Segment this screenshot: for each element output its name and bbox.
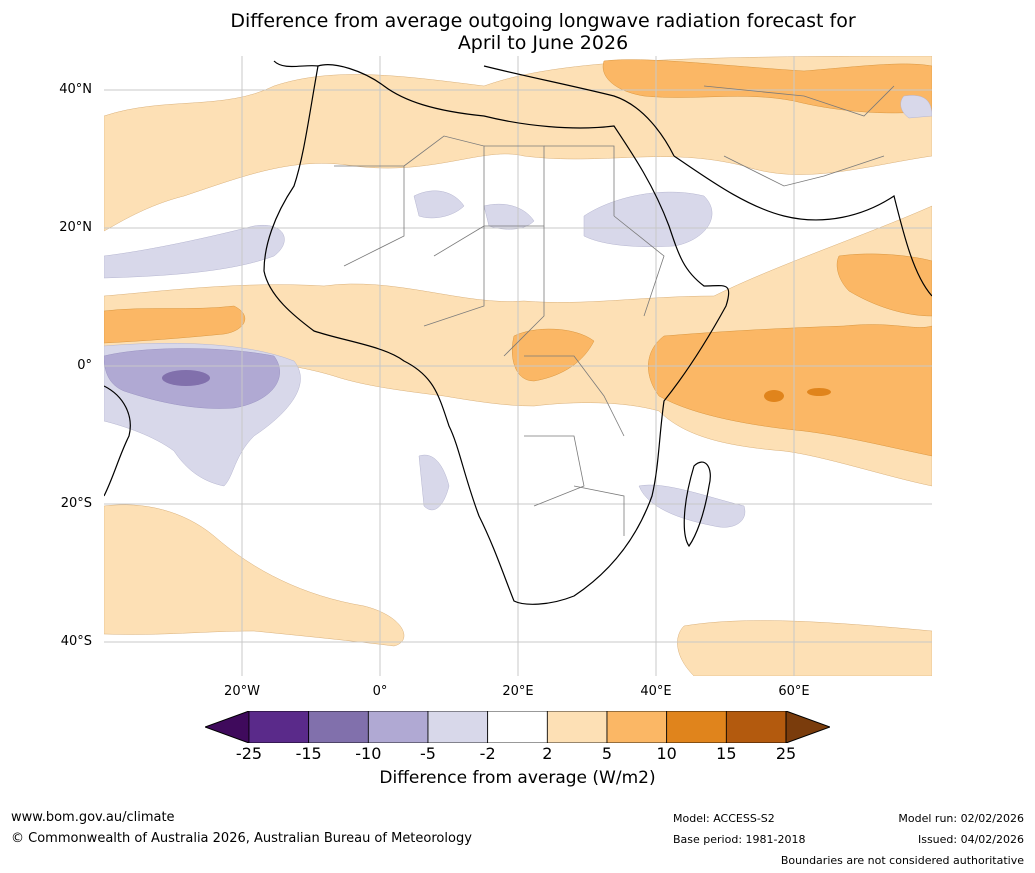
chart-title: Difference from average outgoing longwav… [0,10,1035,54]
colorbar [203,710,832,744]
colorbar-segment [606,710,668,744]
lat-label-20s: 20°S [60,496,92,511]
map-svg [104,56,932,676]
title-line-2: April to June 2026 [457,32,629,54]
footer-model: Model: ACCESS-S2 [673,812,775,825]
footer-copyright: © Commonwealth of Australia 2026, Austra… [11,831,472,846]
anomaly-dark-purple [162,370,210,386]
anomaly-medium-orange [104,59,932,457]
colorbar-tick: -2 [479,744,496,763]
colorbar-extend-high [785,710,832,744]
colorbar-tick: -25 [235,744,263,763]
colorbar-segment [487,710,548,744]
lat-label-40s: 40°S [60,634,92,649]
footer-base-period: Base period: 1981-2018 [673,833,806,846]
colorbar-tick: 5 [601,744,613,763]
map-panel [104,56,932,676]
lon-label-0: 0° [372,684,388,699]
lon-label-60e: 60°E [778,684,810,699]
gridlines [104,56,932,676]
colorbar-segment [427,710,489,744]
colorbar-segment [367,710,429,744]
footer-issued: Issued: 04/02/2026 [917,833,1024,846]
footer-disclaimer: Boundaries are not considered authoritat… [780,854,1024,867]
colorbar-tick: -5 [420,744,436,763]
colorbar-svg [203,710,832,744]
colorbar-tick: 2 [542,744,553,763]
colorbar-extend-low [203,710,250,744]
colorbar-tick: 10 [656,744,677,763]
lon-label-40e: 40°E [640,684,672,699]
colorbar-tick: -10 [355,744,382,763]
colorbar-segment [725,710,787,744]
lat-label-20n: 20°N [59,220,92,235]
colorbar-segment [666,710,727,744]
colorbar-title: Difference from average (W/m2) [379,768,656,788]
lon-label-20e: 20°E [502,684,534,699]
lat-label-40n: 40°N [59,82,92,97]
footer-model-run: Model run: 02/02/2026 [898,812,1024,825]
lat-label-0: 0° [77,358,92,373]
country-boundaries [334,85,895,536]
colorbar-tick: 15 [716,744,737,763]
colorbar-segment [546,710,608,744]
colorbar-segment [308,710,369,744]
lon-label-20w: 20°W [224,684,260,699]
coastlines [104,60,932,605]
footer-url: www.bom.gov.au/climate [11,810,175,825]
title-line-1: Difference from average outgoing longwav… [230,10,856,32]
colorbar-segment [248,710,310,744]
colorbar-tick: -15 [295,744,322,763]
colorbar-tick: 25 [775,744,797,763]
anomaly-dark-orange [764,388,831,402]
